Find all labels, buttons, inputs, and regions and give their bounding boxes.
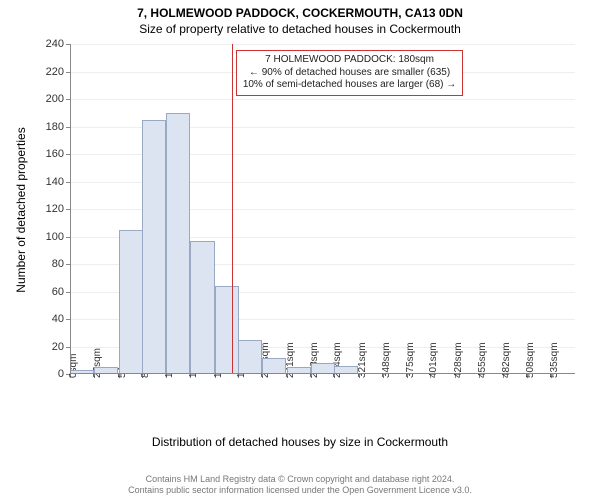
histogram-bar <box>190 241 214 374</box>
histogram-bar <box>119 230 143 374</box>
y-tick-label: 160 <box>46 148 70 160</box>
annotation-box: 7 HOLMEWOOD PADDOCK: 180sqm← 90% of deta… <box>236 50 463 96</box>
y-tick-label: 100 <box>46 231 70 243</box>
y-tick-label: 140 <box>46 176 70 188</box>
histogram-bar <box>142 120 166 374</box>
y-tick-label: 240 <box>46 38 70 50</box>
plot-surface: 0204060801001201401601802002202400sqm27s… <box>70 44 575 374</box>
y-tick-label: 60 <box>52 286 70 298</box>
x-axis-label: Distribution of detached houses by size … <box>0 435 600 449</box>
y-tick-label: 40 <box>52 313 70 325</box>
chart-plot-area: 0204060801001201401601802002202400sqm27s… <box>70 44 575 374</box>
annotation-line: ← 90% of detached houses are smaller (63… <box>243 67 456 80</box>
gridline <box>70 99 575 100</box>
y-tick-label: 180 <box>46 121 70 133</box>
y-axis-label: Number of detached properties <box>14 127 28 292</box>
footer-line-1: Contains HM Land Registry data © Crown c… <box>0 474 600 485</box>
y-tick-label: 120 <box>46 203 70 215</box>
page-title: 7, HOLMEWOOD PADDOCK, COCKERMOUTH, CA13 … <box>0 0 600 20</box>
y-tick-label: 220 <box>46 66 70 78</box>
attribution-footer: Contains HM Land Registry data © Crown c… <box>0 474 600 497</box>
histogram-bar <box>262 358 286 375</box>
gridline <box>70 44 575 45</box>
y-tick-label: 20 <box>52 341 70 353</box>
histogram-bar <box>238 340 262 374</box>
property-marker-line <box>232 44 233 374</box>
page-subtitle: Size of property relative to detached ho… <box>0 20 600 36</box>
y-axis-line <box>70 44 71 374</box>
y-tick-label: 80 <box>52 258 70 270</box>
histogram-bar <box>215 286 239 374</box>
y-tick-label: 200 <box>46 93 70 105</box>
x-axis-line <box>70 373 575 374</box>
footer-line-2: Contains public sector information licen… <box>0 485 600 496</box>
annotation-line: 7 HOLMEWOOD PADDOCK: 180sqm <box>243 54 456 67</box>
histogram-bar <box>166 113 190 374</box>
annotation-line: 10% of semi-detached houses are larger (… <box>243 79 456 92</box>
